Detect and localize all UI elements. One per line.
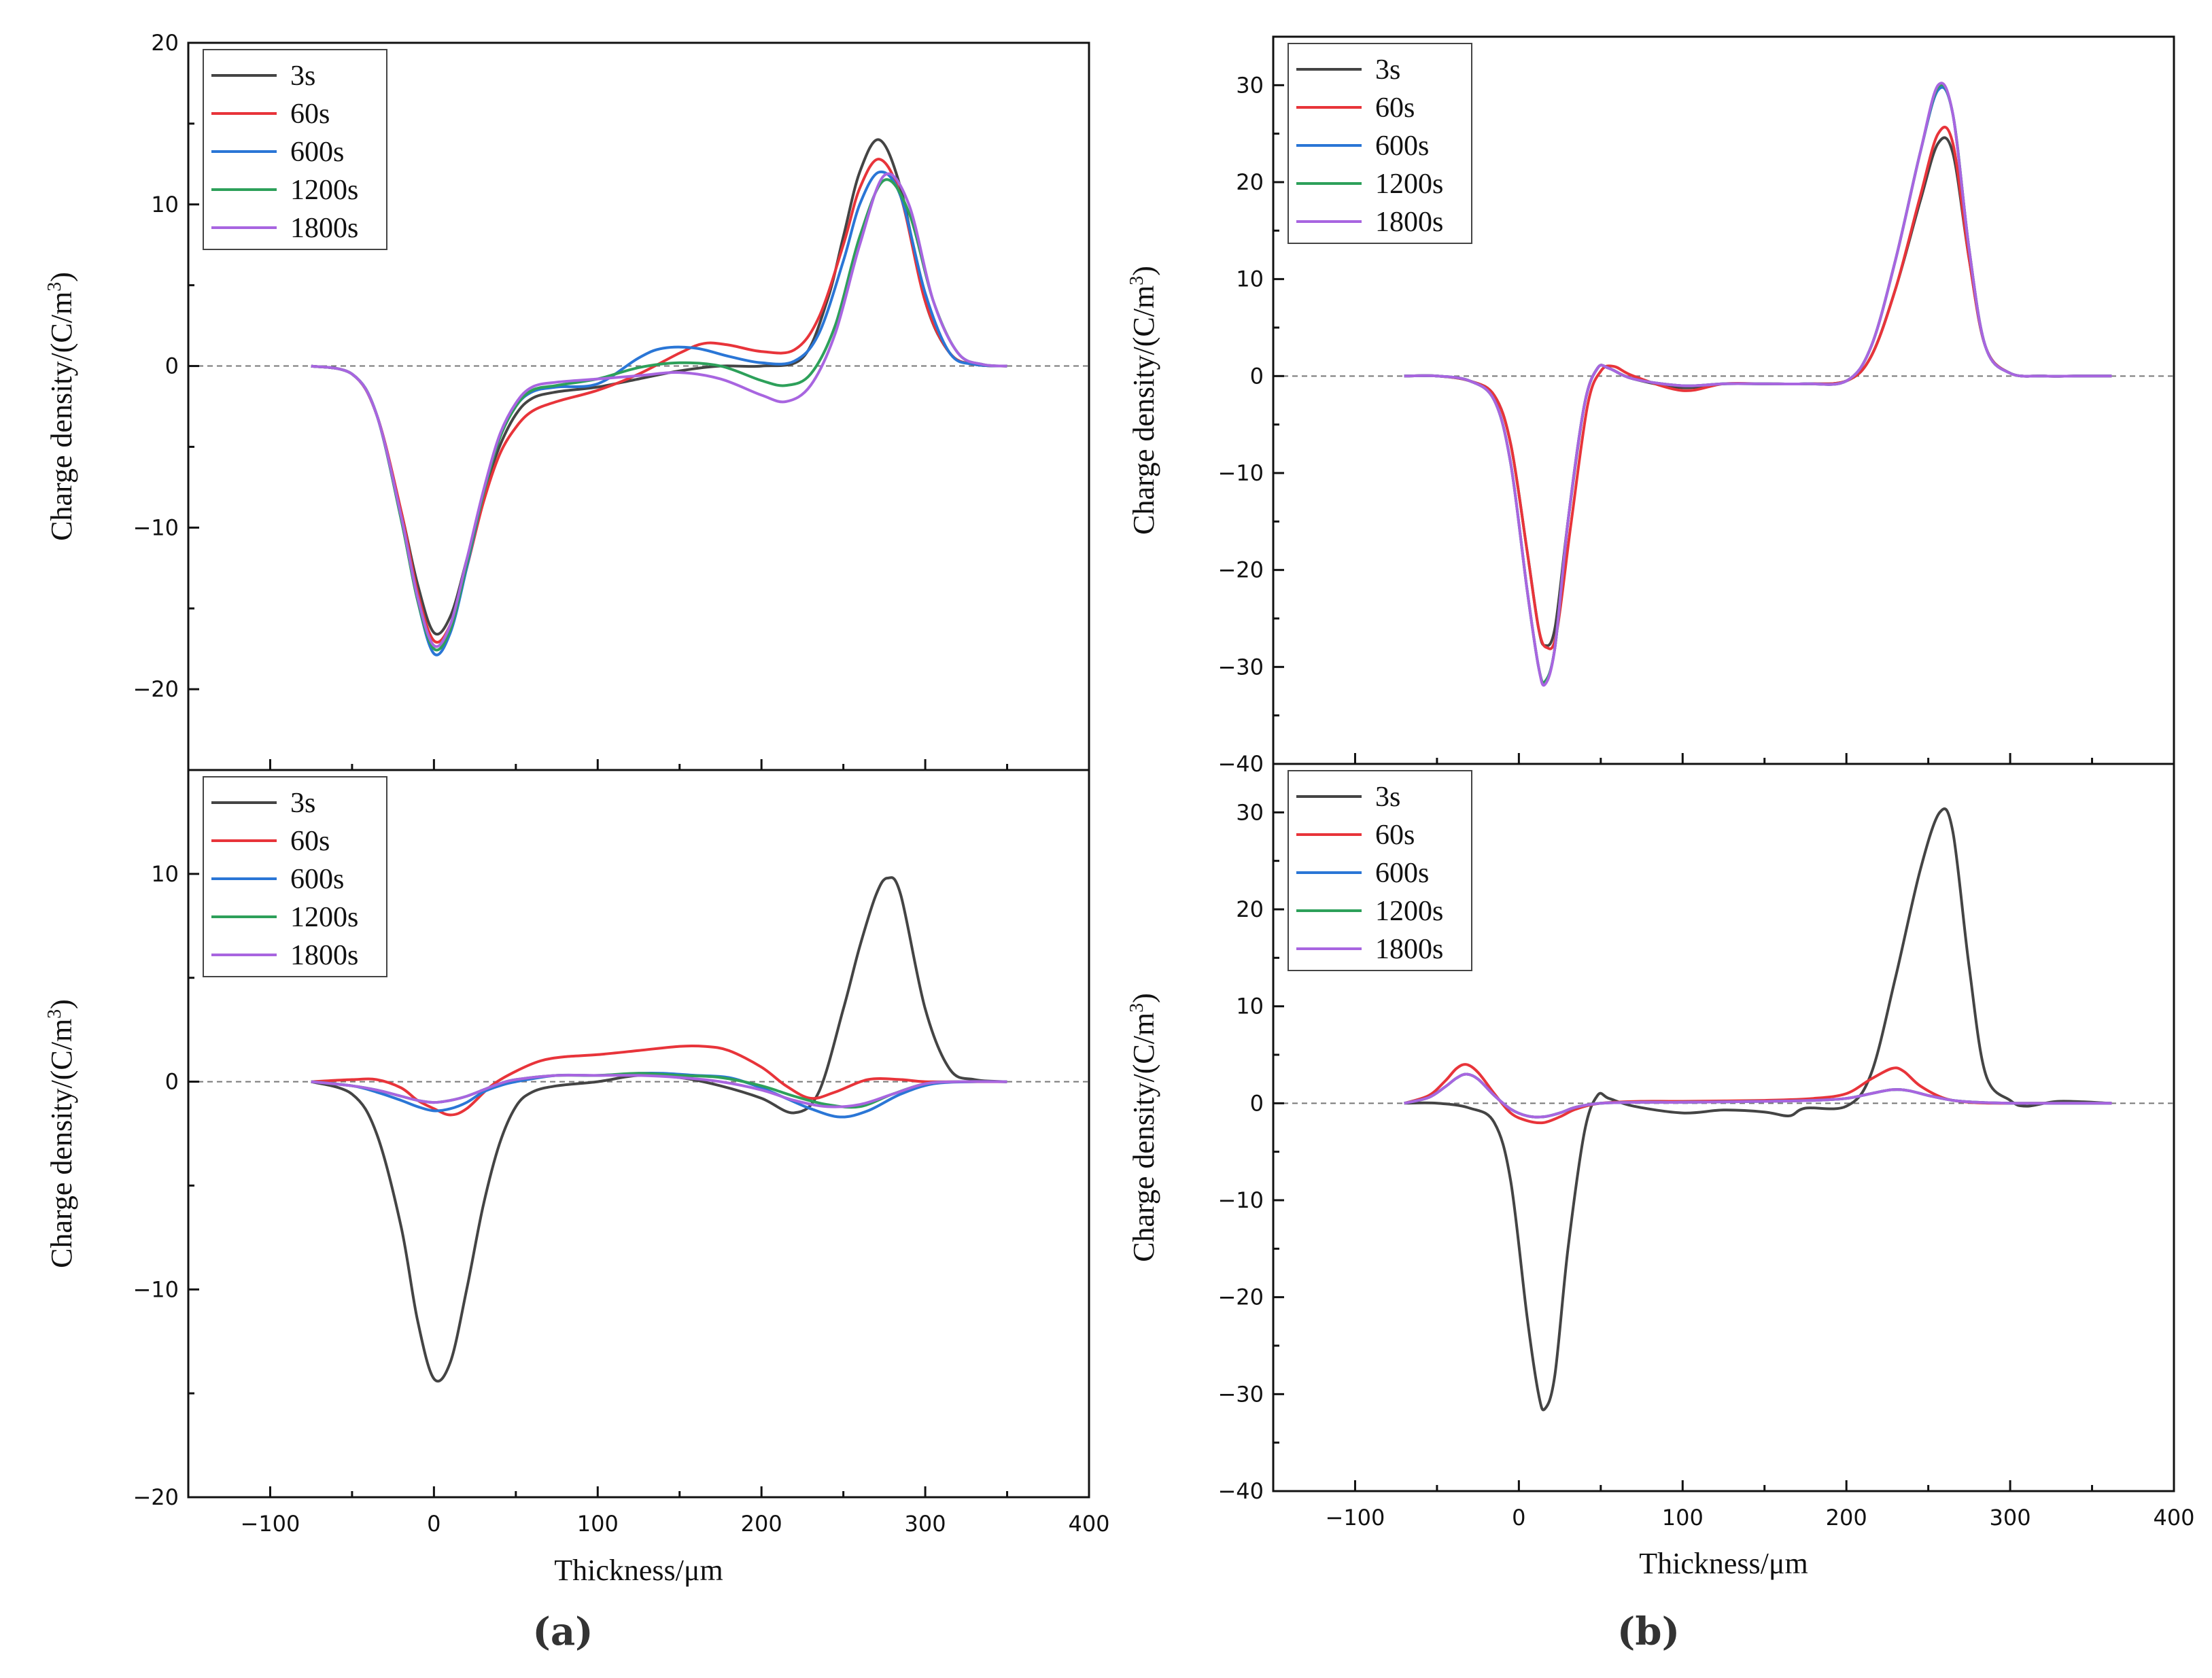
y-tick-label: −20 — [1217, 557, 1264, 583]
y-axis-title: Charge density/(C/m3) — [1126, 993, 1160, 1262]
y-tick-label: 0 — [165, 353, 179, 379]
x-tick-label: −100 — [1326, 1505, 1385, 1531]
y-tick-label: −10 — [133, 514, 179, 540]
y-axis-title: Charge density/(C/m3) — [1126, 266, 1160, 535]
legend-label-1200s: 1200s — [1375, 896, 1443, 927]
x-axis-title: Thickness/μm — [554, 1554, 723, 1587]
y-tick-label: 30 — [1236, 799, 1264, 825]
y-tick-label: −30 — [1217, 1381, 1264, 1407]
y-tick-label: −10 — [1217, 460, 1264, 486]
x-tick-label: 100 — [1662, 1505, 1704, 1531]
y-tick-label: −20 — [133, 676, 179, 702]
series-line-1800s — [1404, 82, 2112, 687]
legend-box — [203, 49, 387, 250]
y-tick-label: −40 — [1217, 1478, 1264, 1504]
series-line-1800s — [311, 1073, 1007, 1108]
y-tick-label: −10 — [1217, 1187, 1264, 1213]
y-tick-label: −20 — [1217, 1284, 1264, 1310]
legend-label-1800s: 1800s — [290, 213, 358, 244]
series-line-1800s — [1404, 1072, 2112, 1119]
x-tick-label: 300 — [905, 1511, 946, 1537]
legend-label-1200s: 1200s — [290, 175, 358, 206]
legend-label-3s: 3s — [1375, 54, 1400, 86]
x-tick-label: 400 — [2153, 1505, 2194, 1531]
x-tick-label: −100 — [241, 1511, 300, 1537]
legend-label-1800s: 1800s — [1375, 934, 1443, 965]
x-tick-label: 200 — [741, 1511, 782, 1537]
series-line-3s — [1404, 807, 2112, 1412]
x-axis-title: Thickness/μm — [1639, 1547, 1808, 1580]
y-tick-label: 10 — [151, 861, 179, 887]
series-line-1800s — [311, 172, 1007, 648]
y-tick-label: 0 — [1250, 363, 1264, 389]
y-tick-label: −30 — [1217, 654, 1264, 680]
y-tick-label: 20 — [151, 30, 179, 56]
legend-label-60s: 60s — [290, 826, 330, 857]
y-tick-label: 20 — [1236, 169, 1264, 195]
panel-b-top: −40 −30 −20 −10 0 10 20 30 Charge density/(C/m3)… — [1126, 35, 2175, 777]
y-tick-label: 0 — [1250, 1090, 1264, 1116]
y-tick-label: 20 — [1236, 896, 1264, 922]
y-tick-label: 10 — [1236, 994, 1264, 1019]
legend-label-3s: 3s — [290, 788, 315, 819]
figure-label-b: (b) — [1617, 1609, 1680, 1654]
panel-a-top: −20 −10 0 10 20 Charge density/(C/m3) 3s 60s 600… — [44, 30, 1090, 771]
y-axis-title: Charge density/(C/m3) — [44, 999, 78, 1268]
legend-box — [1288, 43, 1472, 244]
x-tick-label: 400 — [1068, 1511, 1109, 1537]
legend-label-1800s: 1800s — [1375, 207, 1443, 238]
x-tick-label: 200 — [1826, 1505, 1867, 1531]
legend-label-1800s: 1800s — [290, 940, 358, 971]
legend-label-1200s: 1200s — [290, 902, 358, 933]
y-tick-label: −40 — [1217, 751, 1264, 777]
legend-label-600s: 600s — [1375, 858, 1429, 889]
figure-label-a: (a) — [532, 1609, 593, 1654]
y-axis-title: Charge density/(C/m3) — [44, 272, 78, 541]
legend-label-3s: 3s — [1375, 782, 1400, 813]
legend-label-60s: 60s — [1375, 92, 1415, 124]
plot-frame — [1272, 763, 2175, 1492]
legend-label-600s: 600s — [290, 137, 344, 168]
legend-label-60s: 60s — [290, 99, 330, 130]
x-tick-label: 300 — [1990, 1505, 2031, 1531]
x-tick-label: 0 — [1512, 1505, 1525, 1531]
plot-frame — [187, 769, 1090, 1499]
x-tick-label: 100 — [577, 1511, 619, 1537]
legend-label-600s: 600s — [290, 864, 344, 895]
legend-label-1200s: 1200s — [1375, 169, 1443, 200]
legend-box — [203, 776, 387, 977]
y-tick-label: 0 — [165, 1069, 179, 1095]
legend-label-600s: 600s — [1375, 130, 1429, 162]
y-tick-label: −10 — [133, 1276, 179, 1302]
legend-label-3s: 3s — [290, 60, 315, 92]
y-tick-label: 10 — [1236, 266, 1264, 292]
y-tick-label: 30 — [1236, 72, 1264, 98]
y-tick-label: −20 — [133, 1484, 179, 1510]
y-tick-label: 10 — [151, 192, 179, 217]
x-tick-label: 0 — [427, 1511, 440, 1537]
legend-box — [1288, 770, 1472, 971]
legend-label-60s: 60s — [1375, 820, 1415, 851]
